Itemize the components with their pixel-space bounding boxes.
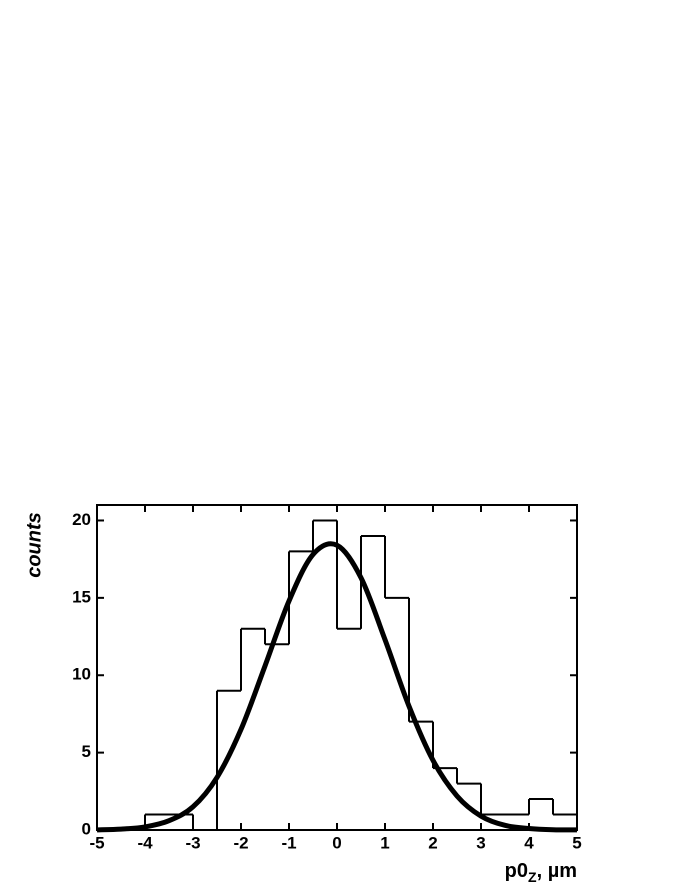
x-tick-label: -4 bbox=[137, 833, 153, 852]
x-label-suffix: , µm bbox=[537, 860, 577, 882]
x-axis-label: p0Z, µm bbox=[505, 860, 577, 884]
y-tick-label: 15 bbox=[72, 587, 91, 606]
x-tick-label: -3 bbox=[185, 833, 200, 852]
y-tick-label: 5 bbox=[82, 742, 91, 761]
x-label-sub: Z bbox=[528, 869, 537, 885]
x-tick-label: 2 bbox=[428, 833, 437, 852]
y-tick-label: 20 bbox=[72, 510, 91, 529]
x-tick-label: -1 bbox=[281, 833, 296, 852]
x-tick-label: -2 bbox=[233, 833, 248, 852]
fit-curve bbox=[96, 541, 578, 833]
y-axis-label: counts bbox=[23, 512, 45, 578]
x-tick-label: 3 bbox=[476, 833, 485, 852]
y-tick-label: 0 bbox=[82, 819, 91, 838]
x-label-main: p0 bbox=[505, 860, 528, 882]
x-tick-label: -5 bbox=[89, 833, 104, 852]
y-tick-label: 10 bbox=[72, 665, 91, 684]
x-tick-label: 4 bbox=[524, 833, 534, 852]
x-tick-label: 0 bbox=[332, 833, 341, 852]
x-tick-label: 5 bbox=[572, 833, 581, 852]
x-tick-label: 1 bbox=[380, 833, 389, 852]
